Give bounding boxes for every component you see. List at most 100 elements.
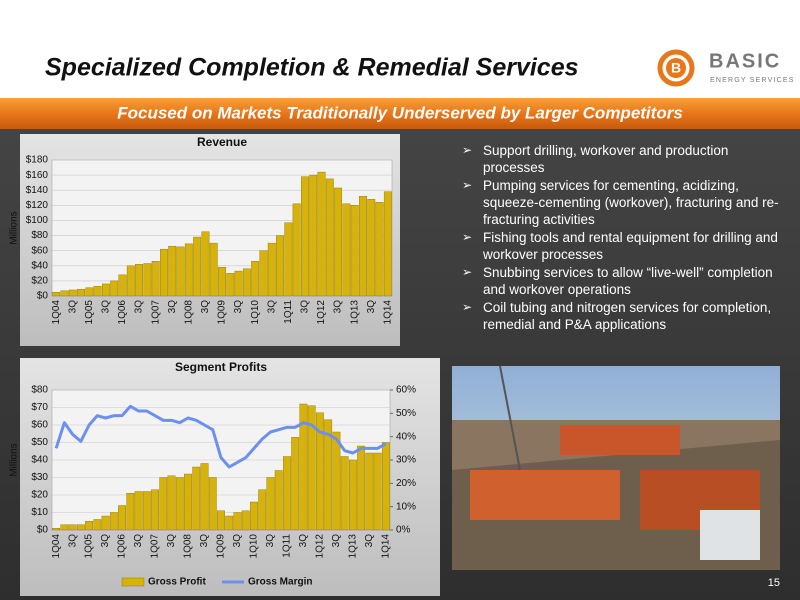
- y-tick-label: $120: [26, 200, 49, 211]
- x-tick-label: 3Q: [167, 300, 178, 314]
- bar: [348, 459, 357, 531]
- bar: [118, 274, 127, 297]
- chart-title: Revenue: [197, 135, 247, 149]
- bar: [209, 242, 218, 297]
- bar: [101, 515, 110, 531]
- x-tick-label: 1Q05: [84, 534, 95, 559]
- banner-text: Focused on Markets Traditionally Underse…: [117, 103, 683, 122]
- bar: [208, 477, 217, 531]
- photo-tank: [700, 510, 760, 560]
- x-tick-label: 3Q: [298, 534, 309, 548]
- logo-name: BASIC: [709, 50, 781, 72]
- legend-label: Gross Profit: [148, 577, 206, 588]
- bar: [340, 456, 349, 531]
- bar: [60, 524, 69, 531]
- x-tick-label: 1Q07: [150, 300, 161, 325]
- y-axis-label: Millions: [9, 211, 20, 244]
- bar: [85, 521, 94, 531]
- bar: [201, 231, 210, 297]
- bullet: Fishing tools and rental equipment for d…: [462, 229, 782, 263]
- bullet: Snubbing services to allow “live-well” c…: [462, 264, 782, 298]
- bar: [241, 510, 250, 531]
- y-tick-label: $140: [26, 185, 49, 196]
- bar: [167, 475, 176, 531]
- bar: [334, 187, 343, 297]
- x-tick-label: 1Q09: [216, 534, 227, 559]
- bar: [126, 265, 135, 297]
- y-tick-label: $60: [31, 420, 48, 431]
- bar: [258, 489, 267, 531]
- x-tick-label: 3Q: [333, 300, 344, 314]
- y2-tick-label: 50%: [396, 408, 416, 419]
- x-tick-label: 1Q14: [381, 534, 392, 559]
- bar: [291, 437, 300, 531]
- bar: [226, 273, 235, 297]
- y-tick-label: $40: [31, 455, 48, 466]
- x-tick-label: 1Q10: [249, 534, 260, 559]
- bar: [266, 477, 275, 531]
- slide-title: Specialized Completion & Remedial Servic…: [45, 54, 579, 82]
- x-tick-label: 3Q: [134, 300, 145, 314]
- x-tick-label: 3Q: [232, 534, 243, 548]
- x-tick-label: 3Q: [366, 300, 377, 314]
- bar: [307, 405, 316, 531]
- y-tick-label: $40: [31, 260, 48, 271]
- x-tick-label: 3Q: [133, 534, 144, 548]
- bar: [250, 501, 258, 531]
- chart-title: Segment Profits: [175, 360, 267, 374]
- bar: [359, 196, 367, 297]
- bar: [68, 524, 77, 531]
- x-tick-label: 1Q11: [282, 534, 293, 558]
- y-tick-label: $0: [37, 291, 49, 302]
- y2-tick-label: 30%: [396, 455, 416, 466]
- bar: [135, 264, 144, 297]
- bullet: Coil tubing and nitrogen services for co…: [462, 299, 782, 333]
- logo-tagline: ENERGY SERVICES: [710, 77, 795, 84]
- bar: [317, 171, 326, 297]
- x-tick-label: 3Q: [266, 300, 277, 314]
- x-tick-label: 3Q: [364, 534, 375, 548]
- bar: [375, 202, 384, 297]
- x-tick-label: 1Q11: [283, 300, 294, 324]
- bar: [176, 246, 185, 297]
- x-tick-label: 1Q14: [382, 300, 393, 325]
- bar: [101, 283, 110, 297]
- bar: [143, 263, 152, 297]
- bar: [142, 491, 151, 531]
- photo-truck: [560, 425, 680, 455]
- bar: [200, 463, 209, 531]
- x-tick-label: 1Q05: [84, 300, 95, 325]
- y-tick-label: $60: [31, 245, 48, 256]
- y-tick-label: $30: [31, 472, 48, 483]
- bar: [292, 203, 301, 297]
- line: [54, 404, 387, 469]
- y2-tick-label: 10%: [396, 501, 416, 512]
- x-tick-label: 3Q: [67, 534, 78, 548]
- bar: [52, 292, 61, 297]
- bar: [357, 445, 366, 531]
- bar: [350, 205, 359, 297]
- bar: [184, 243, 193, 297]
- x-tick-label: 3Q: [199, 534, 210, 548]
- bar: [85, 287, 94, 297]
- bar: [242, 268, 251, 297]
- bar: [299, 403, 308, 531]
- bullet: Pumping services for cementing, acidizin…: [462, 177, 782, 228]
- bar: [383, 191, 392, 297]
- photo-rig: [499, 365, 521, 471]
- bar: [259, 250, 268, 297]
- legend-label: Gross Margin: [248, 577, 312, 588]
- x-tick-label: 1Q04: [51, 300, 62, 325]
- legend-swatch: [121, 577, 145, 587]
- bar: [193, 236, 202, 297]
- bar: [93, 519, 102, 531]
- bar: [276, 235, 284, 297]
- bar: [325, 178, 334, 297]
- x-tick-label: 1Q08: [183, 300, 194, 325]
- bar: [225, 515, 234, 531]
- x-tick-label: 3Q: [166, 534, 177, 548]
- bar: [160, 248, 168, 297]
- y-tick-label: $0: [37, 525, 49, 536]
